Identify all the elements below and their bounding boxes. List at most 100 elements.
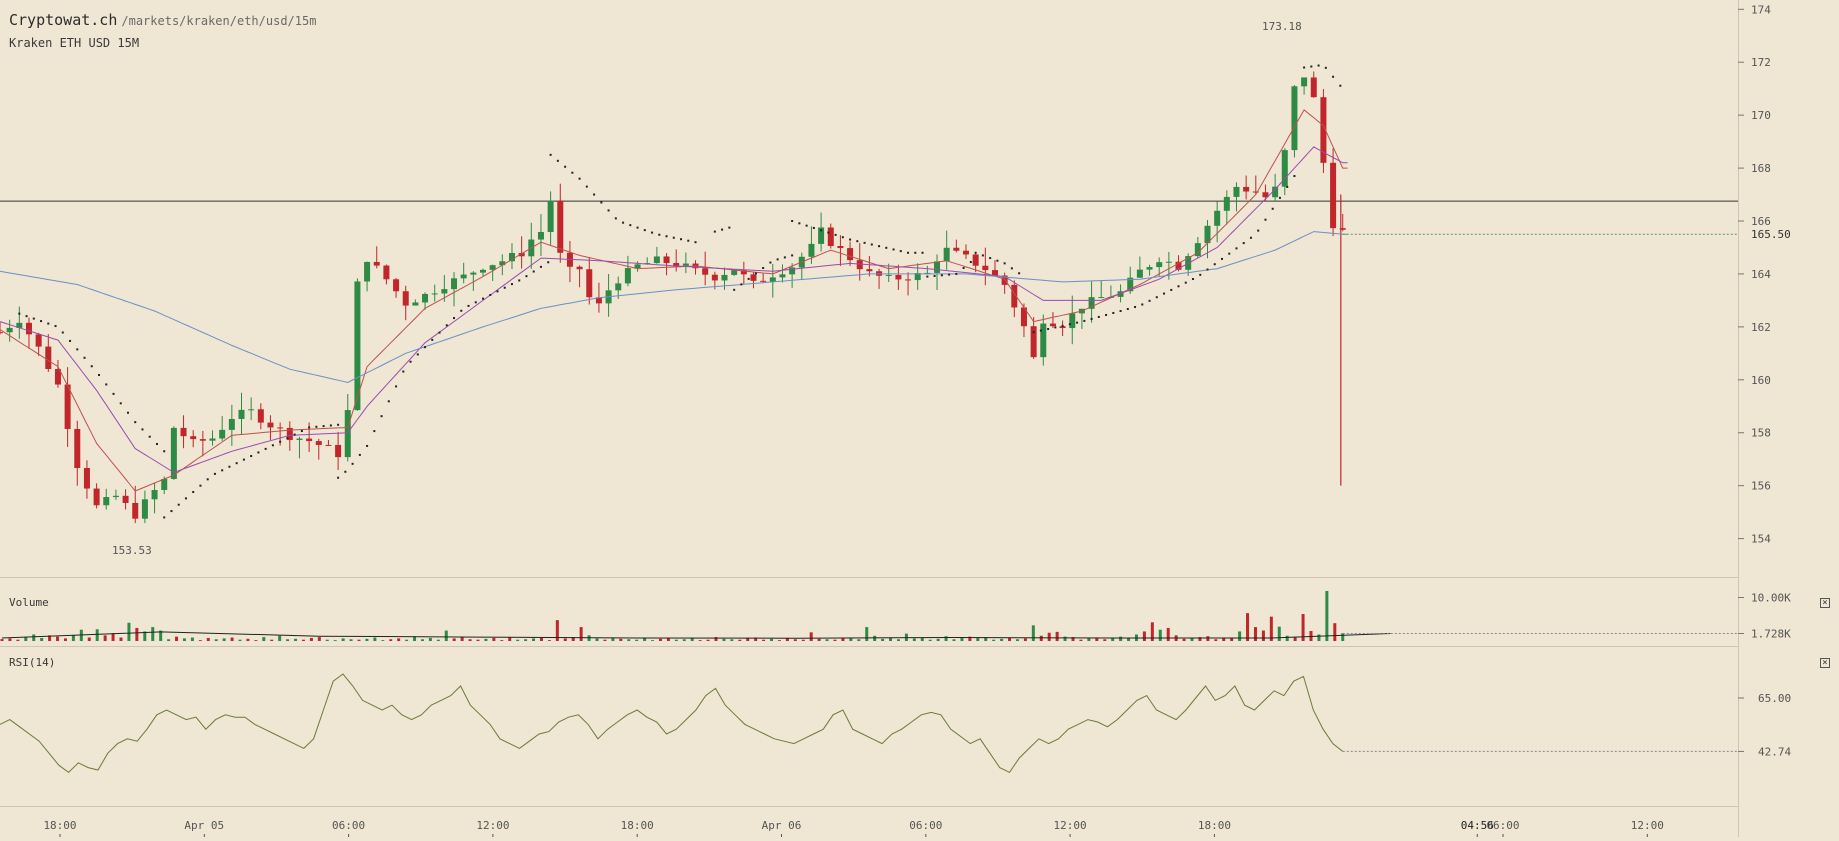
sar-dot xyxy=(329,424,332,427)
volume-bar xyxy=(896,639,900,641)
sar-dot xyxy=(112,392,115,395)
candle-body xyxy=(470,272,477,275)
sar-dot xyxy=(32,317,35,320)
sar-dot xyxy=(366,444,369,447)
candle-body xyxy=(1175,261,1182,270)
sar-dot xyxy=(518,279,521,282)
time-tick-label: 18:00 xyxy=(621,819,654,832)
candle-body xyxy=(64,384,71,429)
candle-body xyxy=(740,270,747,275)
candle-body xyxy=(45,346,52,370)
volume-bar xyxy=(746,638,750,641)
candle-body xyxy=(460,274,467,279)
sar-dot xyxy=(1119,309,1122,312)
volume-bar xyxy=(563,638,567,641)
sar-dot xyxy=(547,261,550,264)
volume-bar xyxy=(436,639,440,641)
sar-dot xyxy=(467,304,470,307)
sar-dot xyxy=(1068,323,1071,326)
sar-dot xyxy=(40,320,43,323)
volume-bar xyxy=(1230,637,1234,641)
volume-bar xyxy=(1190,637,1194,641)
candle-body xyxy=(537,231,544,240)
volume-bar xyxy=(516,639,520,641)
candle-body xyxy=(615,283,622,291)
candle-body xyxy=(499,261,506,266)
sar-dot xyxy=(155,442,158,445)
volume-bar xyxy=(0,639,4,641)
candle-body xyxy=(35,334,42,347)
price-tick-label: 162 xyxy=(1751,321,1771,334)
volume-bar xyxy=(1103,639,1107,641)
sar-dot xyxy=(445,324,448,327)
volume-bar xyxy=(63,638,67,641)
volume-bar xyxy=(413,636,417,641)
sar-dot xyxy=(863,241,866,244)
sar-dot xyxy=(1317,64,1320,67)
volume-bar xyxy=(1261,630,1265,641)
close-rsi-panel-icon[interactable]: × xyxy=(1820,658,1830,668)
sar-dot xyxy=(69,339,72,342)
sar-dot xyxy=(754,272,757,275)
candle-body xyxy=(286,427,293,440)
volume-bar xyxy=(95,629,99,641)
volume-bar xyxy=(817,638,821,641)
volume-bar xyxy=(1039,635,1043,641)
candle-body xyxy=(760,280,767,282)
volume-bar xyxy=(635,639,639,641)
sar-dot xyxy=(1097,315,1100,318)
sar-dot xyxy=(1192,278,1195,281)
candle-body xyxy=(1330,162,1337,229)
candle-body xyxy=(905,279,912,281)
candle-body xyxy=(151,490,158,500)
volume-bar xyxy=(1055,631,1059,641)
volume-bar xyxy=(889,637,893,641)
sar-dot xyxy=(856,240,859,243)
volume-bar xyxy=(960,637,964,641)
volume-bar xyxy=(777,640,781,641)
volume-bar xyxy=(214,639,218,641)
candle-body xyxy=(1291,86,1298,151)
rsi-panel-title: RSI(14) xyxy=(9,656,56,669)
sar-dot xyxy=(221,469,224,472)
sar-dot xyxy=(424,346,427,349)
candle-body xyxy=(1301,77,1308,87)
sar-dot xyxy=(387,400,390,403)
sar-dot xyxy=(257,451,260,454)
site-title[interactable]: Cryptowat.ch/markets/kraken/eth/usd/15m xyxy=(9,11,316,29)
volume-bar xyxy=(16,639,20,641)
pair-label: Kraken ETH USD 15M xyxy=(9,36,140,50)
volume-bar xyxy=(524,639,528,641)
candle-body xyxy=(972,254,979,266)
volume-bar xyxy=(1166,627,1170,641)
sar-dot xyxy=(525,275,528,278)
volume-bar xyxy=(912,638,916,641)
volume-bar xyxy=(825,639,829,641)
volume-bar xyxy=(48,635,52,641)
candle-body xyxy=(1020,307,1027,327)
sar-dot xyxy=(1242,242,1245,245)
candle-body xyxy=(837,246,844,249)
moving-average-line xyxy=(0,231,1348,384)
sar-dot xyxy=(841,236,844,239)
sar-dot xyxy=(940,274,943,277)
candle-body xyxy=(199,439,206,441)
volume-bar xyxy=(452,638,456,641)
time-tick-label: 12:00 xyxy=(1631,819,1664,832)
candle-body xyxy=(0,332,3,334)
close-volume-panel-icon[interactable]: × xyxy=(1820,598,1830,608)
volume-bar xyxy=(254,640,258,641)
volume-bar xyxy=(738,639,742,641)
sar-dot xyxy=(593,193,596,196)
candle-body xyxy=(6,327,13,333)
sar-dot xyxy=(805,224,808,227)
volume-bar xyxy=(492,637,496,641)
sar-dot xyxy=(163,516,166,519)
volume-bar xyxy=(1317,634,1321,641)
volume-bar xyxy=(682,639,686,641)
volume-bar xyxy=(928,639,932,641)
sar-dot xyxy=(1206,268,1209,271)
price-tick-label: 172 xyxy=(1751,56,1771,69)
sar-dot xyxy=(747,277,750,280)
